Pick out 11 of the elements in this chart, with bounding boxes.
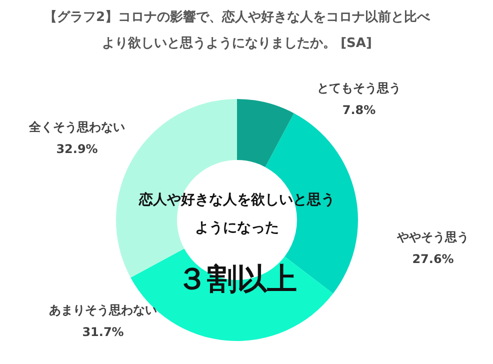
slice-label: とてもそう思う — [317, 81, 401, 95]
chart-title: 【グラフ2】コロナの影響で、恋人や好きな人をコロナ以前と比べより欲しいと思うようになりましたか。 [SA] — [44, 9, 432, 51]
slice-label: 全くそう思わない — [28, 120, 125, 134]
slice-label: ややそう思う — [396, 230, 469, 244]
data-label: 31.7% — [82, 325, 124, 339]
donut-slice — [237, 99, 294, 168]
slice-label: あまりそう思わない — [49, 303, 157, 317]
data-label: 7.8% — [342, 103, 376, 117]
data-label: 32.9% — [56, 142, 98, 156]
text: 恋人や好きな人を欲しいと思うようになった — [138, 191, 335, 236]
data-label: 27.6% — [412, 252, 454, 266]
